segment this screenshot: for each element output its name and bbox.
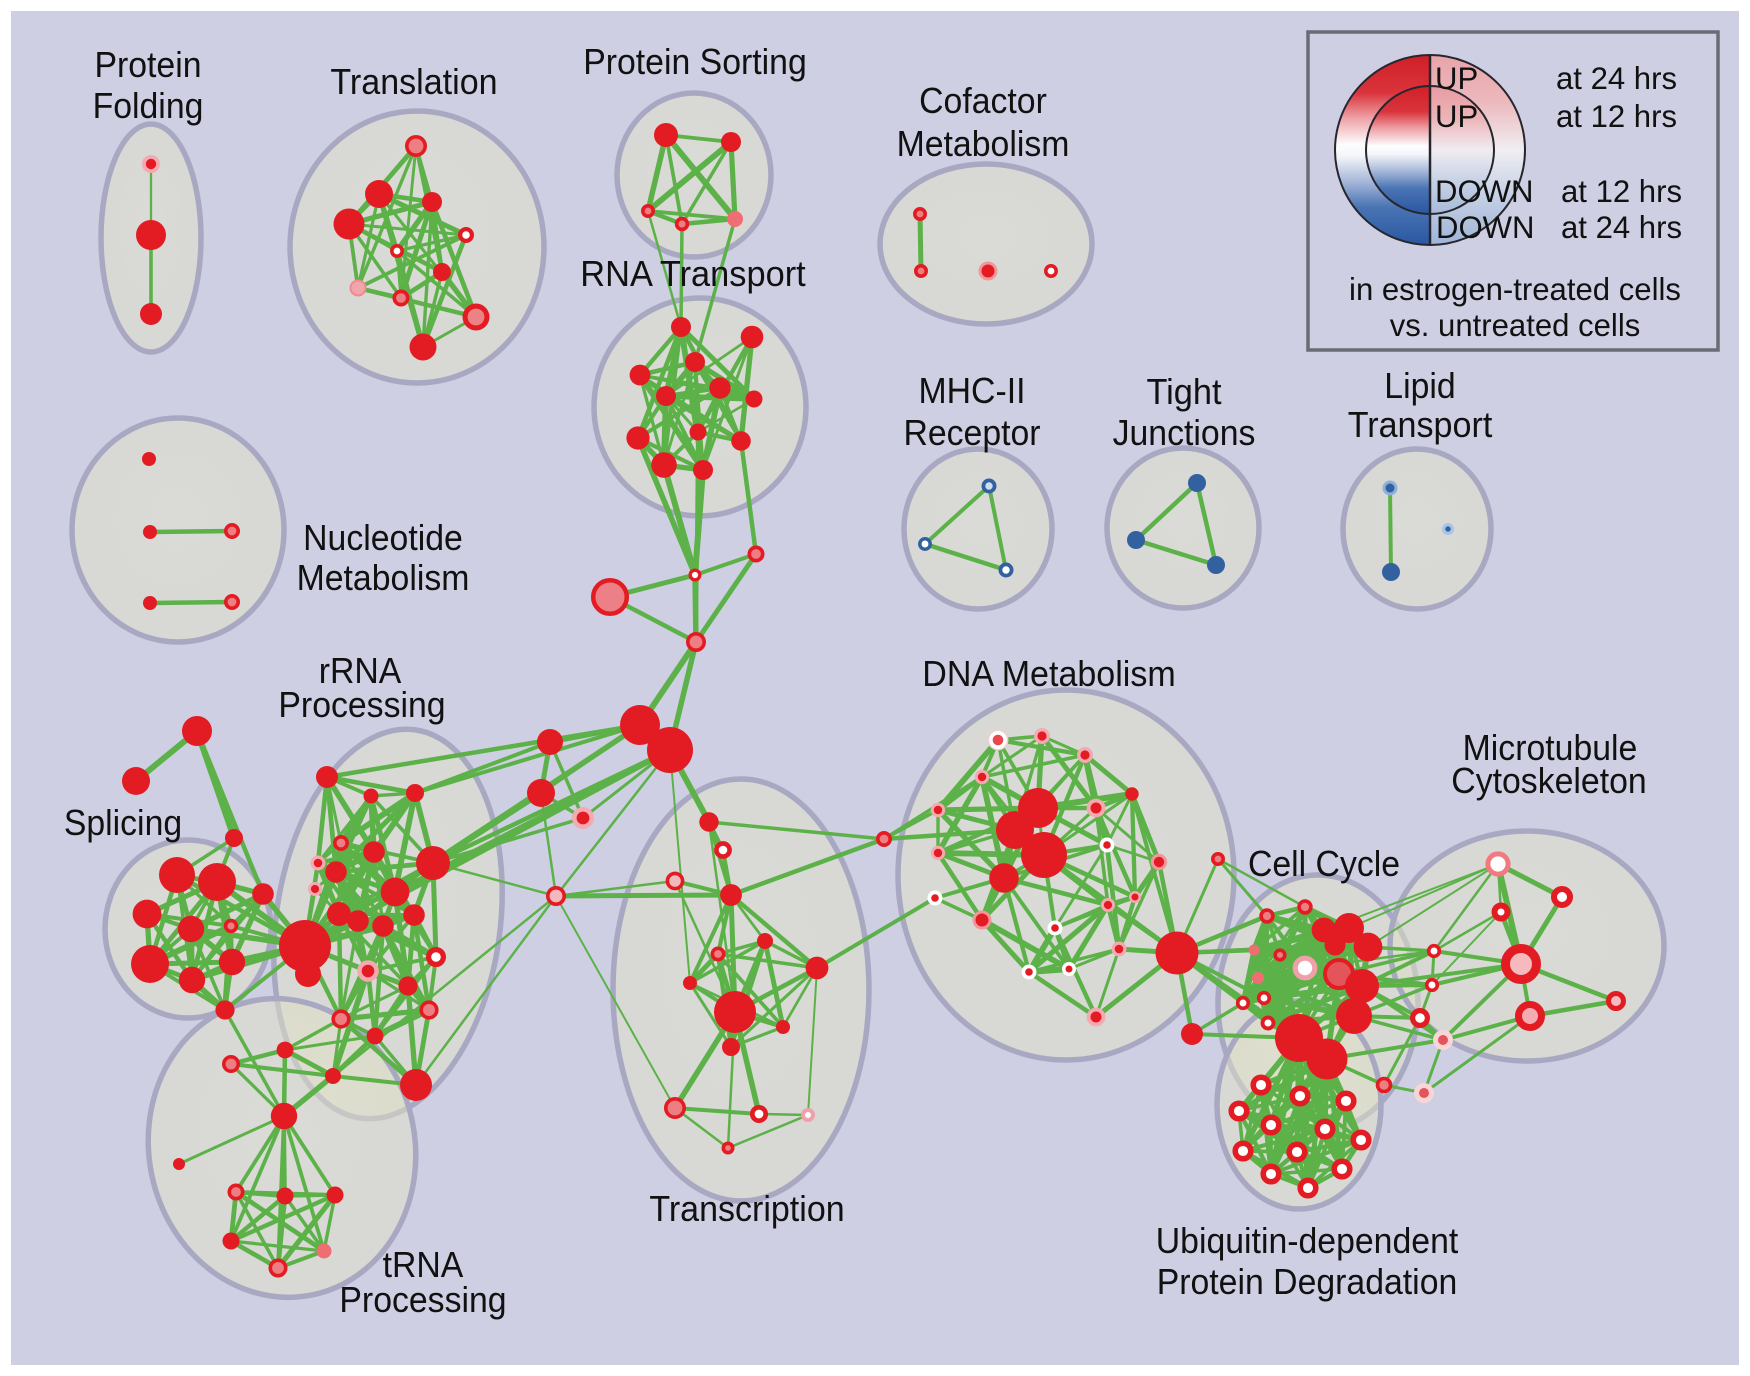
svg-text:Translation: Translation (330, 61, 497, 102)
svg-text:Cytoskeleton: Cytoskeleton (1451, 760, 1646, 801)
svg-text:Ubiquitin-dependent: Ubiquitin-dependent (1156, 1220, 1459, 1261)
svg-text:Metabolism: Metabolism (897, 123, 1070, 164)
svg-text:UP: UP (1435, 98, 1478, 134)
svg-text:MHC-II: MHC-II (919, 370, 1026, 411)
svg-text:at 24 hrs: at 24 hrs (1561, 209, 1682, 245)
svg-text:RNA Transport: RNA Transport (580, 253, 805, 294)
svg-text:Receptor: Receptor (903, 412, 1040, 453)
svg-text:UP: UP (1435, 60, 1478, 96)
svg-text:DNA Metabolism: DNA Metabolism (922, 653, 1176, 694)
svg-text:DOWN: DOWN (1436, 209, 1535, 245)
svg-text:Tight: Tight (1146, 371, 1221, 412)
svg-text:DOWN: DOWN (1435, 173, 1534, 209)
svg-text:Microtubule: Microtubule (1463, 727, 1638, 768)
svg-text:Protein: Protein (94, 44, 201, 85)
svg-text:Folding: Folding (93, 85, 204, 126)
svg-text:Processing: Processing (339, 1279, 506, 1320)
svg-text:Cofactor: Cofactor (919, 80, 1047, 121)
svg-text:Cell Cycle: Cell Cycle (1248, 843, 1400, 884)
svg-text:Protein Sorting: Protein Sorting (583, 41, 807, 82)
svg-text:Transcription: Transcription (649, 1188, 844, 1229)
svg-text:Nucleotide: Nucleotide (303, 517, 463, 558)
svg-text:Junctions: Junctions (1113, 412, 1256, 453)
svg-text:rRNA: rRNA (319, 650, 402, 691)
svg-text:in estrogen-treated cells: in estrogen-treated cells (1349, 271, 1681, 307)
svg-text:Transport: Transport (1348, 404, 1493, 445)
svg-text:at 12 hrs: at 12 hrs (1561, 173, 1682, 209)
svg-text:Processing: Processing (278, 684, 445, 725)
svg-text:Splicing: Splicing (64, 802, 182, 843)
svg-text:at 24 hrs: at 24 hrs (1556, 60, 1677, 96)
svg-text:Protein Degradation: Protein Degradation (1157, 1261, 1458, 1302)
svg-text:vs. untreated cells: vs. untreated cells (1390, 307, 1641, 343)
svg-text:tRNA: tRNA (383, 1244, 464, 1285)
svg-text:Metabolism: Metabolism (297, 557, 470, 598)
svg-text:at 12 hrs: at 12 hrs (1556, 98, 1677, 134)
svg-text:Lipid: Lipid (1384, 365, 1455, 406)
